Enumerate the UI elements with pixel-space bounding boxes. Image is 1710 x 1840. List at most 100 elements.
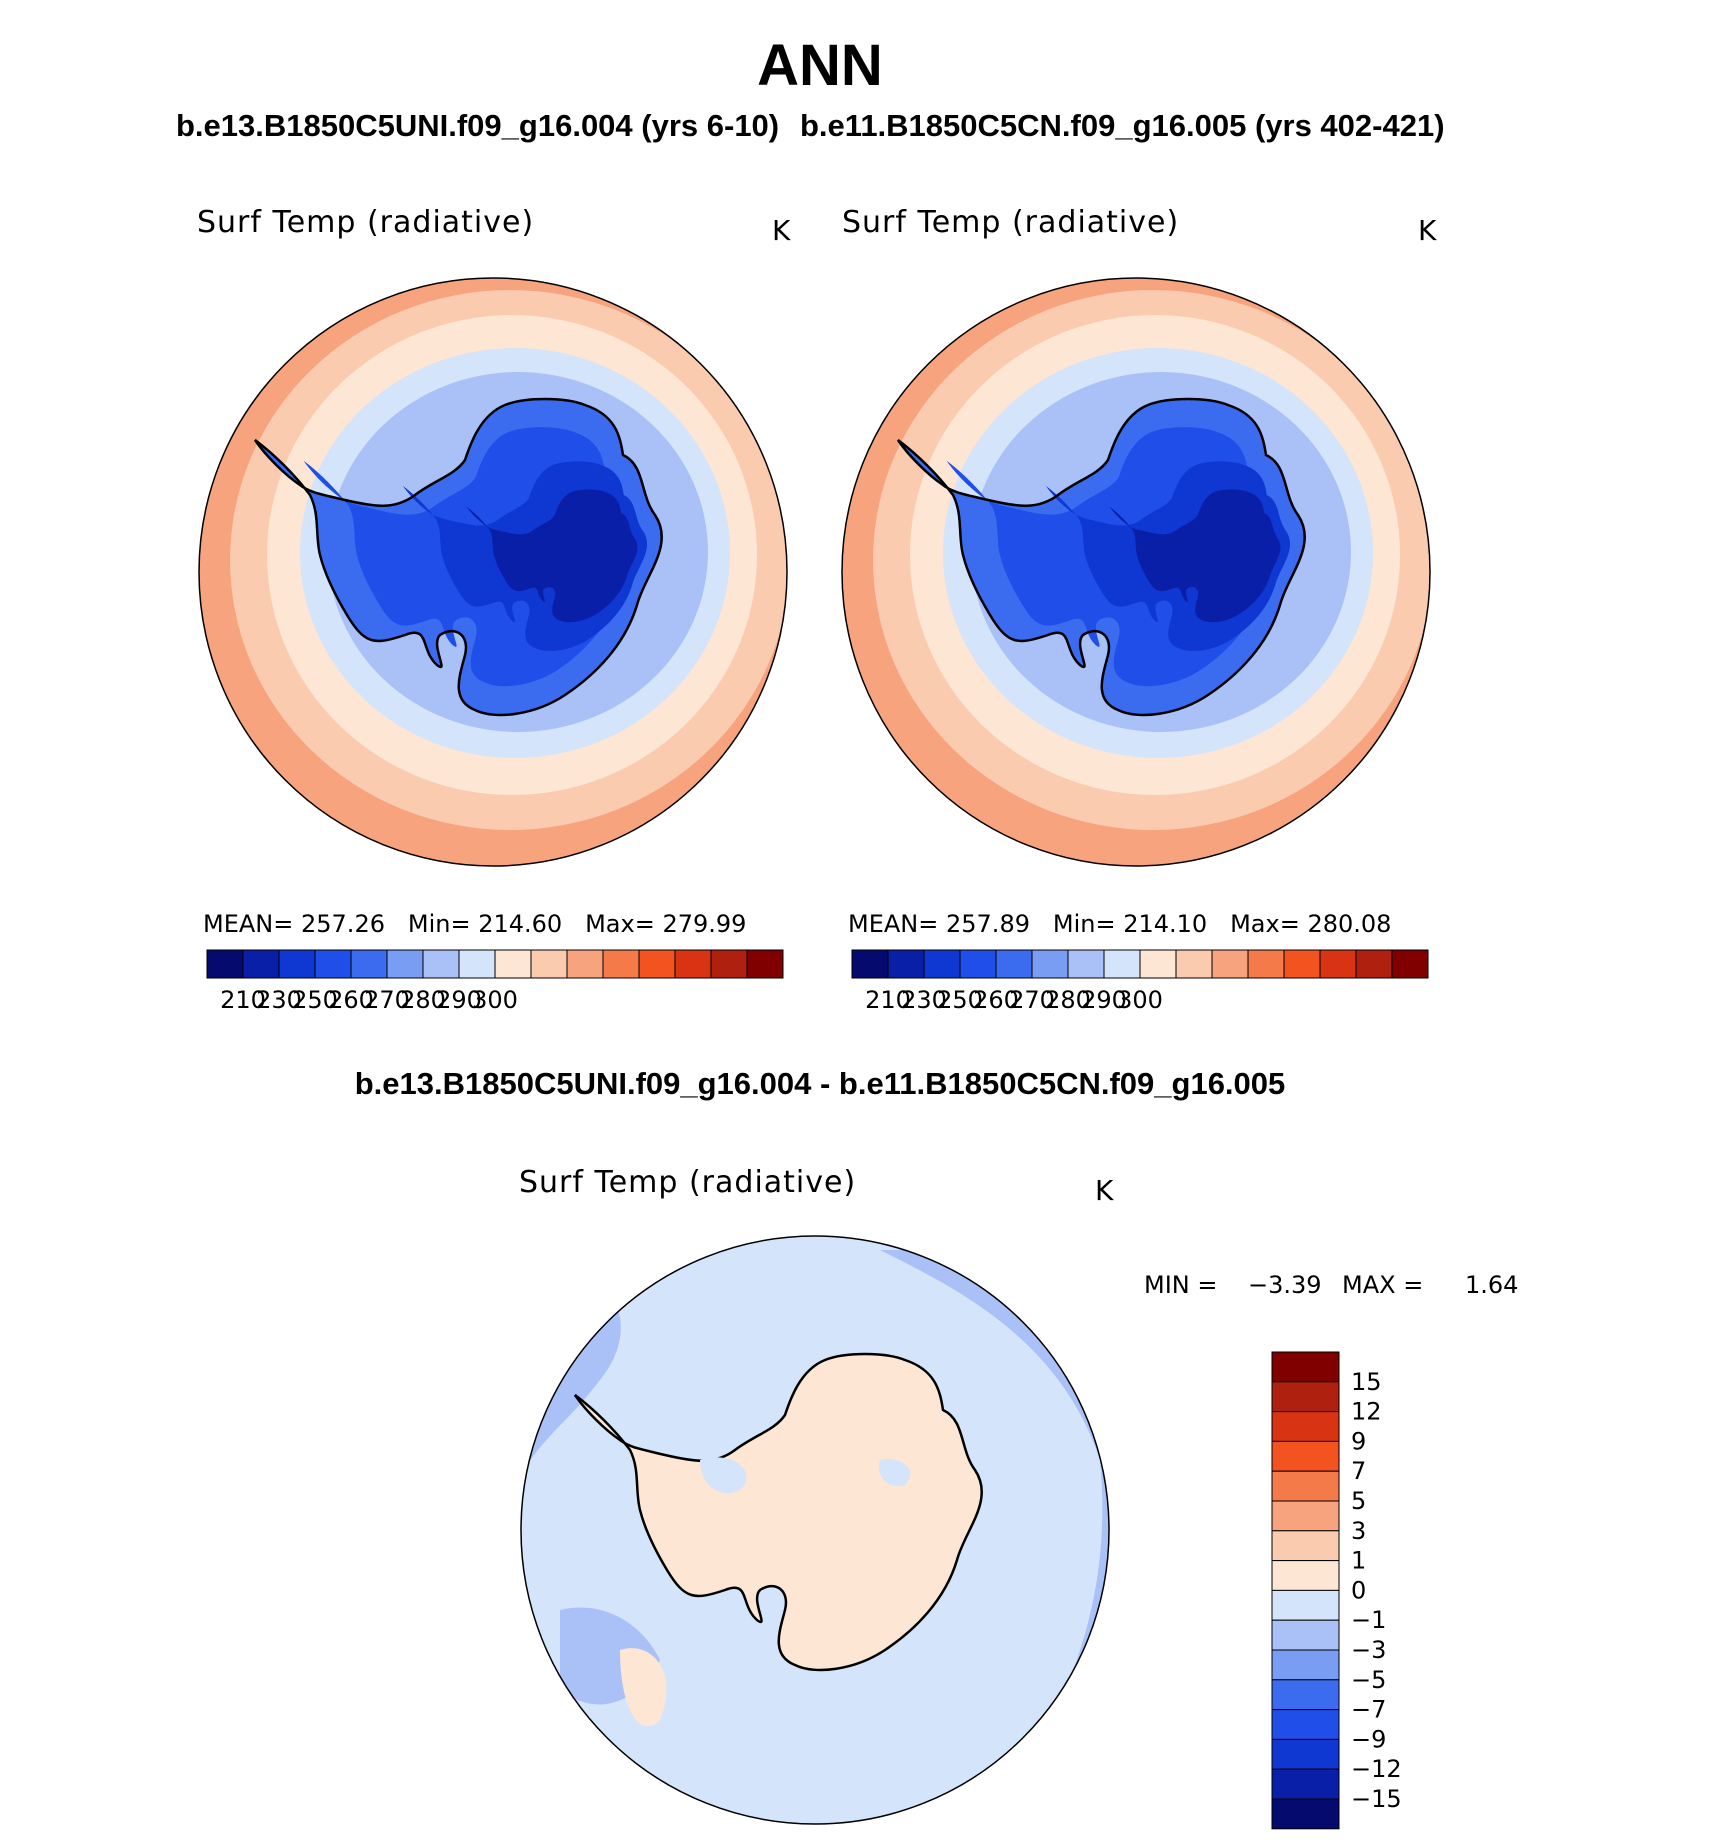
panel-2-map: [842, 278, 1430, 866]
panel-2-colorbar-tick: 230: [901, 986, 947, 1014]
panel-2-colorbar-tick: 280: [1045, 986, 1091, 1014]
panel-1-colorbar-box: [602, 949, 640, 979]
panel-1-colorbar-tick: 230: [256, 986, 302, 1014]
difference-max-label: MAX =: [1342, 1271, 1424, 1299]
panel-1-colorbar-tick: 300: [472, 986, 518, 1014]
panel-2-colorbar-tick: 210: [865, 986, 911, 1014]
difference-unit-label: K: [1095, 1174, 1114, 1207]
difference-colorbar-box: [1271, 1709, 1340, 1740]
panel-1-colorbar-tick: 250: [292, 986, 338, 1014]
panel-2-min-value: 214.10: [1123, 910, 1208, 938]
panel-1-max-value: 279.99: [662, 910, 747, 938]
panel-2-stats: MEAN= 257.89 Min= 214.10 Max= 280.08: [848, 910, 1391, 938]
panel-2-colorbar-tick: 260: [973, 986, 1019, 1014]
difference-min-value: −3.39: [1248, 1271, 1322, 1299]
panel-1-colorbar-box: [674, 949, 712, 979]
panel-1-min-label: Min=: [407, 910, 471, 938]
difference-colorbar-tick: 1: [1351, 1547, 1366, 1575]
difference-colorbar-tick: −7: [1351, 1696, 1386, 1724]
difference-colorbar-tick: −12: [1351, 1755, 1402, 1783]
panel-1-map-border: [198, 277, 788, 867]
panel-2-colorbar-tick: 250: [937, 986, 983, 1014]
panel-2-colorbar-box: [1319, 949, 1357, 979]
panel-2-colorbar-box: [959, 949, 997, 979]
panel-2-variable-label: Surf Temp (radiative): [842, 205, 1180, 240]
panel-1-colorbar-box: [494, 949, 532, 979]
panel-1-case-title: b.e13.B1850C5UNI.f09_g16.004 (yrs 6-10): [176, 108, 780, 143]
panel-1-mean-value: 257.26: [301, 910, 385, 938]
panel-2-colorbar-box: [1031, 949, 1069, 979]
difference-colorbar-tick: −9: [1351, 1725, 1386, 1753]
difference-min-label: MIN =: [1144, 1271, 1218, 1299]
panel-2-colorbar-box: [887, 949, 925, 979]
difference-colorbar-tick: 3: [1351, 1517, 1366, 1545]
panel-1-variable-label: Surf Temp (radiative): [197, 205, 535, 240]
difference-colorbar-tick: −1: [1351, 1606, 1386, 1634]
panel-2-max-value: 280.08: [1307, 910, 1392, 938]
panel-2-colorbar-box: [923, 949, 961, 979]
difference-colorbar-tick: 7: [1351, 1457, 1366, 1485]
panel-2-case-title: b.e11.B1850C5CN.f09_g16.005 (yrs 402-421…: [800, 108, 1445, 143]
panel-1-colorbar-box: [242, 949, 280, 979]
panel-2-colorbar-box: [1283, 949, 1321, 979]
difference-variable-label: Surf Temp (radiative): [519, 1165, 857, 1200]
difference-colorbar-tick: 9: [1351, 1427, 1366, 1455]
difference-colorbar-box: [1271, 1619, 1340, 1651]
panel-2-colorbar-tick: 300: [1117, 986, 1163, 1014]
panel-2-max-label: Max=: [1230, 910, 1300, 938]
panel-2-mean-label: MEAN=: [848, 910, 939, 938]
panel-1-colorbar-box: [638, 949, 676, 979]
panel-1-stats: MEAN= 257.26 Min= 214.60 Max= 279.99: [203, 910, 746, 938]
difference-colorbar-box: [1271, 1768, 1340, 1800]
figure-title: ANN: [757, 33, 883, 98]
panel-2-colorbar-box: [1247, 949, 1285, 979]
difference-map-border: [520, 1235, 1110, 1825]
difference-colorbar-tick: 12: [1351, 1398, 1382, 1426]
difference-colorbar-box: [1271, 1649, 1340, 1681]
panel-1-colorbar-box: [458, 949, 496, 979]
difference-colorbar-tick: −15: [1351, 1785, 1402, 1813]
difference-colorbar-box: [1271, 1560, 1340, 1591]
panel-2-colorbar-box: [995, 949, 1033, 979]
difference-map: [521, 1236, 1109, 1824]
panel-2-colorbar-box: [1103, 949, 1141, 979]
difference-colorbar-box: [1271, 1589, 1340, 1621]
panel-1-colorbar-box: [278, 949, 316, 979]
panel-1-colorbar-box: [314, 949, 352, 979]
panel-1-colorbar-box: [350, 949, 388, 979]
panel-1-colorbar-box: [206, 949, 244, 979]
panel-1-colorbar-tick: 270: [364, 986, 410, 1014]
difference-colorbar-box: [1271, 1500, 1340, 1532]
panel-2-mean-value: 257.89: [946, 910, 1030, 938]
panel-1-colorbar-box: [530, 949, 568, 979]
difference-colorbar-tick: −3: [1351, 1636, 1386, 1664]
panel-2-colorbar-box: [851, 949, 889, 979]
difference-colorbar-box: [1271, 1381, 1340, 1413]
difference-colorbar-box: [1271, 1351, 1340, 1383]
difference-colorbar-tick: 15: [1351, 1368, 1382, 1396]
difference-title: b.e13.B1850C5UNI.f09_g16.004 - b.e11.B18…: [354, 1066, 1286, 1101]
difference-colorbar-box: [1271, 1798, 1340, 1830]
panel-1-colorbar-box: [386, 949, 424, 979]
difference-colorbar-tick: 5: [1351, 1487, 1366, 1515]
panel-2-colorbar-box: [1067, 949, 1105, 979]
panel-1-colorbar-tick: 290: [436, 986, 482, 1014]
difference-max-value: 1.64: [1465, 1271, 1519, 1299]
panel-1-colorbar-box: [746, 949, 784, 979]
panel-1-unit-label: K: [772, 214, 791, 247]
difference-colorbar-box: [1271, 1440, 1340, 1472]
panel-1-max-label: Max=: [585, 910, 655, 938]
panel-2-colorbar-tick: 270: [1009, 986, 1055, 1014]
panel-2-colorbar-box: [1355, 949, 1393, 979]
panel-2-unit-label: K: [1418, 214, 1437, 247]
difference-colorbar-box: [1271, 1411, 1340, 1442]
panel-1-colorbar-box: [422, 949, 460, 979]
panel-1-colorbar-box: [710, 949, 748, 979]
difference-colorbar-box: [1271, 1530, 1340, 1562]
panel-1-colorbar-box: [566, 949, 604, 979]
difference-colorbar-tick: 0: [1351, 1576, 1366, 1604]
panel-2-map-border: [841, 277, 1431, 867]
